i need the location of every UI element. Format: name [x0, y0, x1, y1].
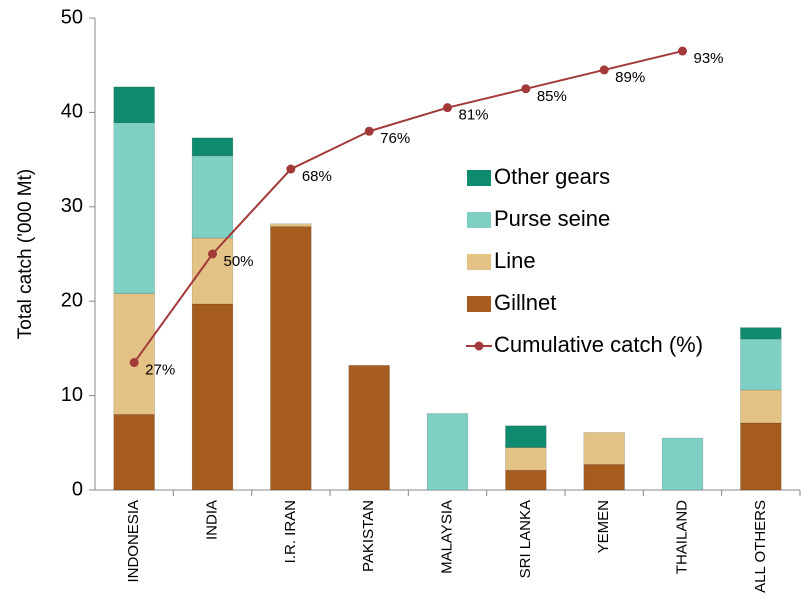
bar-segment — [583, 432, 625, 465]
line-point — [678, 46, 687, 56]
y-tick-label: 30 — [61, 195, 83, 217]
bar-segment — [113, 122, 155, 294]
x-tick-label: THAILAND — [673, 500, 690, 574]
bar-segment — [583, 464, 625, 491]
bar-segment — [191, 237, 234, 305]
legend-label: Purse seine — [494, 206, 610, 231]
bar-segment — [113, 86, 155, 124]
y-axis-title: Total catch ('000 Mt) — [15, 169, 36, 339]
data-label: 27% — [145, 362, 175, 379]
legend-label: Gillnet — [494, 290, 556, 315]
y-tick-label: 40 — [61, 101, 83, 123]
data-label: 50% — [224, 253, 254, 270]
x-tick-label: SRI LANKA — [517, 500, 534, 578]
bar-segment — [740, 422, 782, 491]
bar-segment — [505, 469, 547, 491]
legend-label: Cumulative catch (%) — [494, 332, 703, 357]
x-tick-label: PAKISTAN — [360, 500, 377, 572]
bar-segment — [191, 155, 234, 239]
legend-swatch — [467, 170, 491, 186]
x-tick-label: YEMEN — [595, 500, 612, 553]
y-tick-label: 20 — [61, 289, 83, 311]
bar-segment — [505, 425, 547, 448]
data-label: 76% — [380, 130, 410, 147]
line-point — [129, 358, 139, 368]
data-label: 89% — [615, 69, 645, 86]
legend-swatch — [467, 254, 491, 270]
bar-segment — [740, 327, 782, 340]
x-tick-label: I.R. IRAN — [282, 500, 299, 563]
bar-segment — [113, 414, 155, 491]
legend-label: Line — [494, 248, 536, 273]
bar-segment — [270, 226, 312, 491]
data-label: 85% — [537, 88, 567, 105]
bar-segment — [740, 338, 782, 391]
x-tick-label: INDONESIA — [125, 500, 142, 583]
bar-segment — [348, 365, 390, 491]
data-label: 68% — [302, 168, 332, 185]
line-point — [521, 84, 531, 94]
legend-swatch — [467, 212, 491, 228]
x-tick-label: MALAYSIA — [438, 500, 455, 574]
line-point — [599, 65, 609, 75]
bar-segment — [426, 413, 469, 491]
line-point — [364, 126, 374, 136]
bar-segment — [191, 137, 234, 157]
legend-swatch — [467, 296, 491, 312]
legend-marker — [474, 341, 484, 351]
legend-label: Other gears — [494, 164, 610, 189]
y-tick-label: 50 — [61, 6, 83, 28]
line-point — [208, 249, 217, 259]
data-label: 93% — [694, 50, 724, 67]
bar-segment — [270, 223, 312, 227]
data-label: 81% — [459, 107, 489, 124]
cumulative-line — [133, 50, 683, 364]
bar-segment — [505, 447, 547, 471]
y-tick-label: 10 — [61, 384, 83, 406]
x-tick-label: ALL OTHERS — [752, 500, 769, 593]
bar-segment — [740, 389, 782, 424]
x-tick-label: INDIA — [203, 500, 220, 540]
line-point — [443, 103, 452, 113]
y-tick-label: 0 — [72, 478, 83, 500]
bar-segment — [661, 437, 704, 491]
line-point — [286, 164, 296, 174]
bar-segment — [191, 303, 234, 491]
bar-segment — [113, 293, 155, 415]
